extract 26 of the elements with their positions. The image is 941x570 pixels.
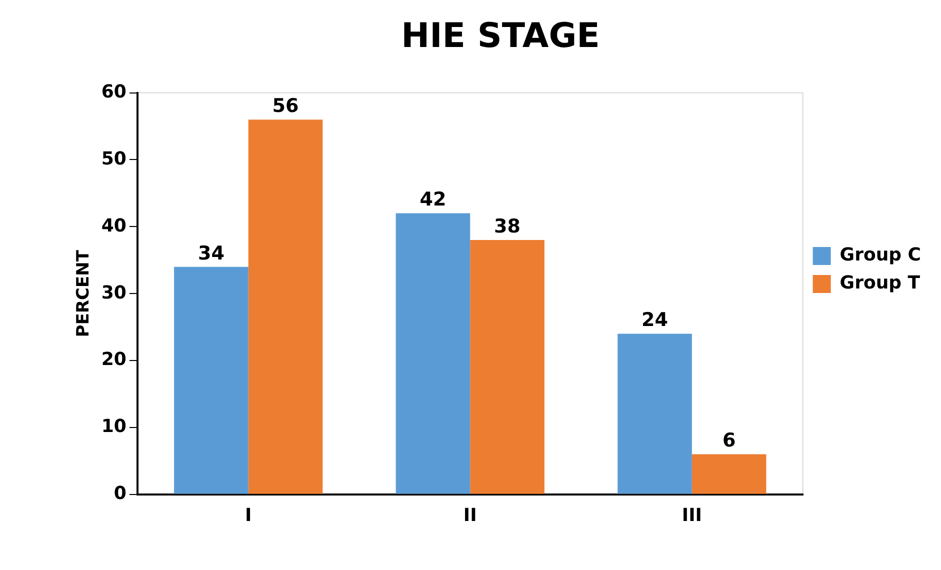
y-tick-label: 60 xyxy=(101,81,126,102)
bar xyxy=(396,213,470,494)
data-label: 24 xyxy=(642,309,668,332)
bar xyxy=(618,334,692,494)
y-tick-label: 40 xyxy=(101,215,126,236)
bar xyxy=(248,120,323,494)
data-label: 34 xyxy=(198,242,224,264)
y-tick-label: 50 xyxy=(101,148,126,170)
x-tick-label: I xyxy=(244,504,252,526)
x-tick-label: III xyxy=(682,504,702,526)
chart-title: HIE STAGE xyxy=(401,16,600,56)
bar xyxy=(470,240,544,494)
bar xyxy=(692,454,766,494)
legend-label: Group C xyxy=(840,244,922,266)
legend-label: Group T xyxy=(840,272,921,294)
y-tick-label: 30 xyxy=(101,282,126,304)
data-label: 38 xyxy=(494,215,521,238)
y-tick-label: 0 xyxy=(114,483,126,504)
y-tick-label: 10 xyxy=(101,416,126,438)
data-label: 6 xyxy=(722,430,736,452)
data-label: 56 xyxy=(272,95,299,118)
bar xyxy=(174,266,248,494)
y-tick-label: 20 xyxy=(101,349,126,370)
data-label: 42 xyxy=(420,188,446,211)
y-axis-title: PERCENT xyxy=(74,250,94,338)
x-tick-label: II xyxy=(463,504,477,526)
